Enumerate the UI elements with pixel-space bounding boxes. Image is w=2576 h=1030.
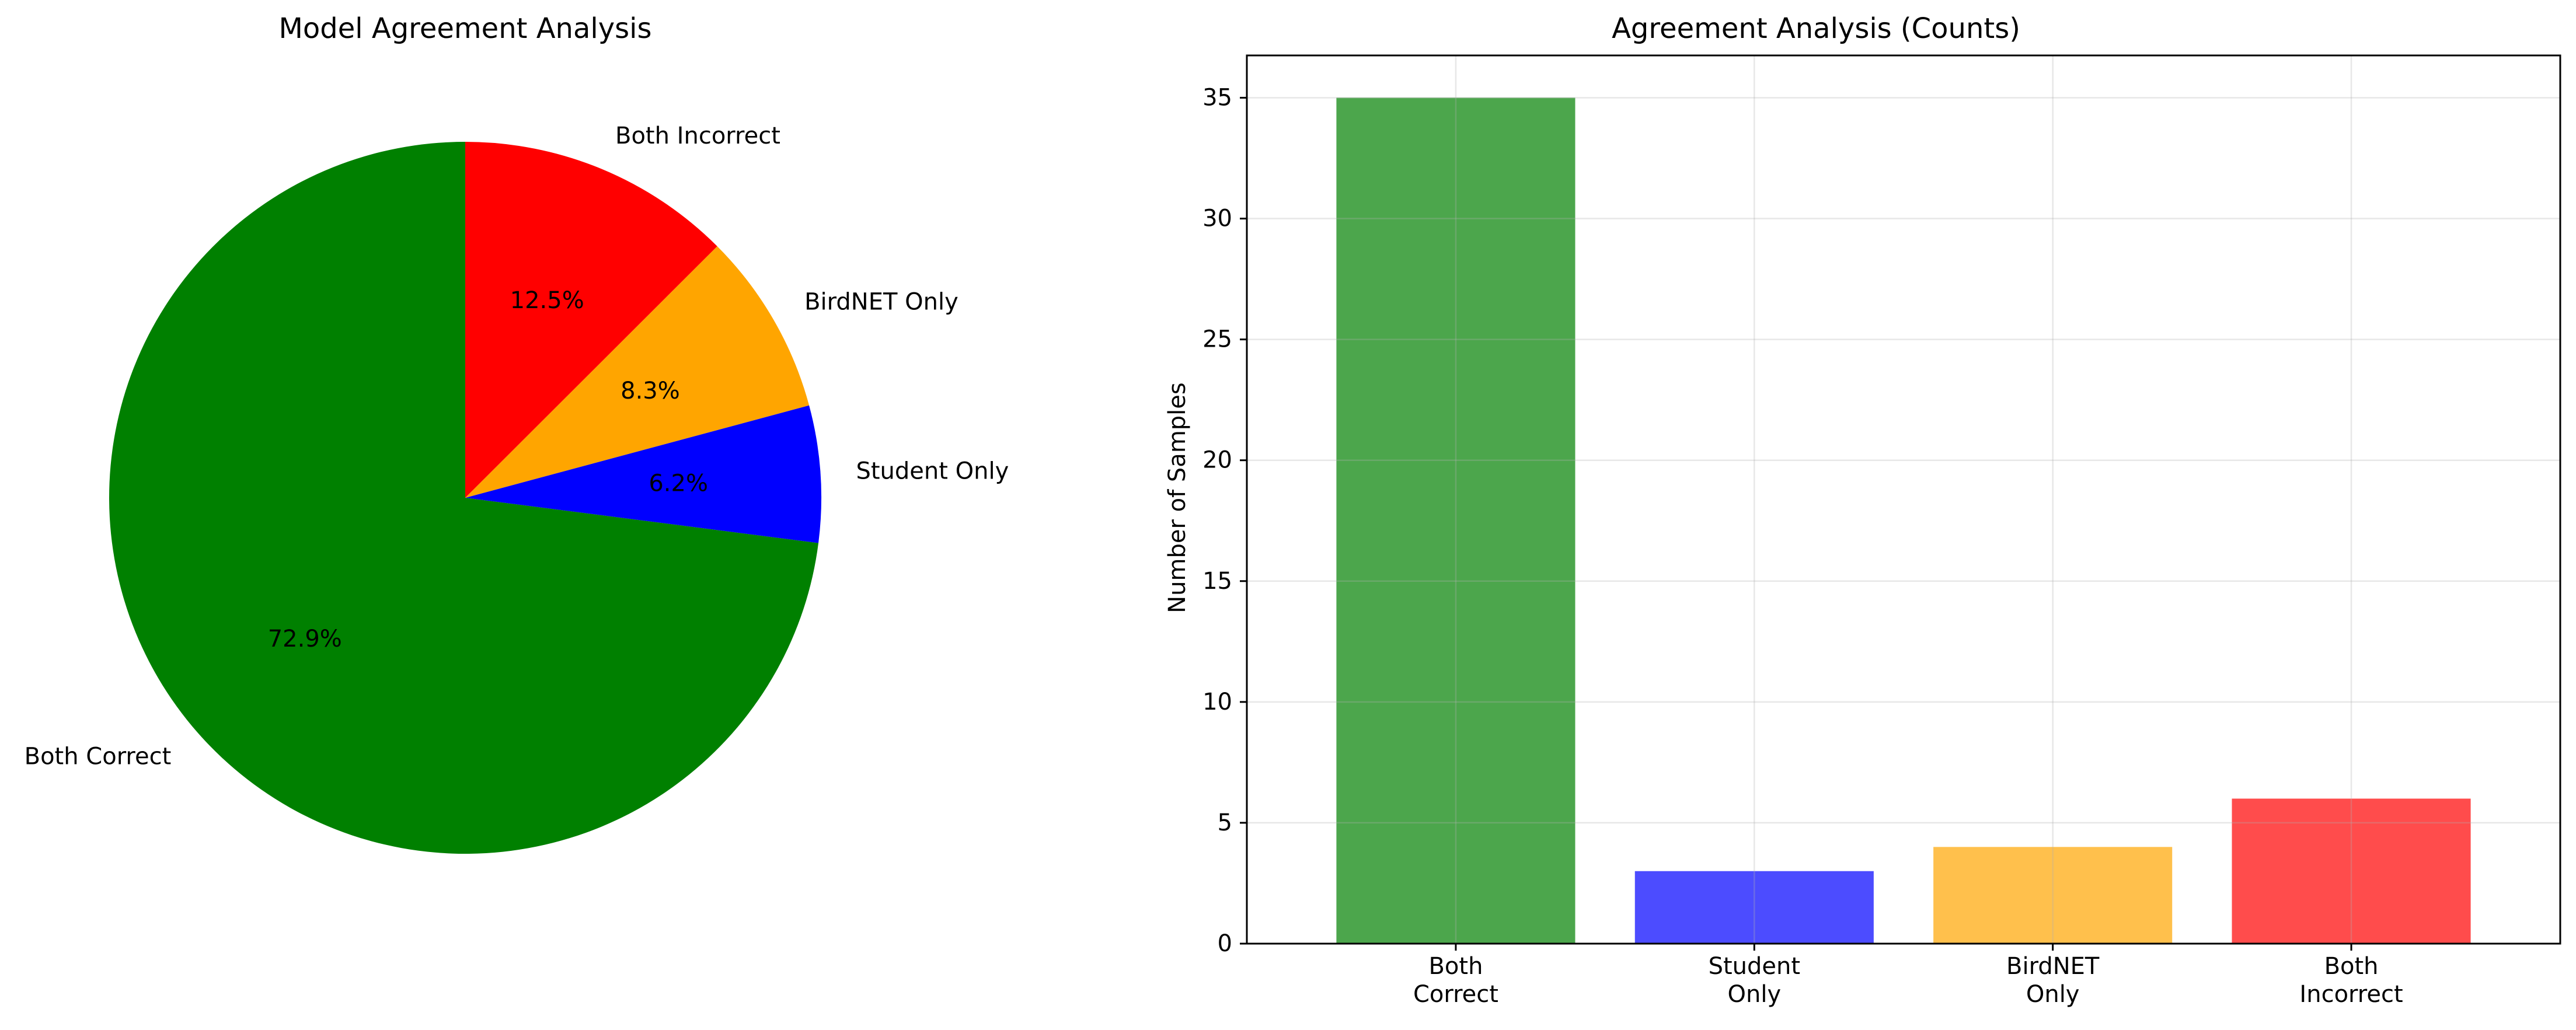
pie-label-both-correct: Both Correct xyxy=(25,743,172,770)
pie-percent-both-correct: 72.9% xyxy=(268,626,342,652)
bar-both-correct xyxy=(1336,97,1575,944)
bar-student-only xyxy=(1634,871,1874,944)
pie-labels: Both Correct 72.9% Student Only 6.2% BirdNET… xyxy=(25,123,1009,770)
bar-chart-bars xyxy=(1336,97,2471,944)
pie-slice-birdnet-only xyxy=(465,246,810,498)
y-tick-label-15: 15 xyxy=(1202,568,1232,595)
pie-percent-student-only: 6.2% xyxy=(649,470,708,497)
pie-percent-birdnet-only: 8.3% xyxy=(621,378,680,404)
x-tick-label-both-correct: Both Correct xyxy=(1413,953,1498,1008)
pie-percent-both-incorrect: 12.5% xyxy=(510,287,584,314)
bar-chart-x-ticks: Both Correct Student Only BirdNET Only Both Inc… xyxy=(1413,944,2403,1008)
y-tick-label-0: 0 xyxy=(1218,930,1232,957)
pie-slice-both-correct xyxy=(109,142,819,854)
x-tick-label-birdnet-only: BirdNET Only xyxy=(2006,953,2100,1008)
pie-chart-title: Model Agreement Analysis xyxy=(279,12,652,45)
bar-chart-axes xyxy=(1246,54,2561,945)
pie-slice-student-only xyxy=(465,405,821,543)
y-tick-label-30: 30 xyxy=(1202,205,1232,232)
bar-chart-y-axis-label: Number of Samples xyxy=(1164,382,1191,613)
x-tick-label-both-incorrect: Both Incorrect xyxy=(2299,953,2403,1008)
pie-slices xyxy=(109,142,821,854)
y-tick-label-35: 35 xyxy=(1202,84,1232,111)
x-tick-label-student-only: Student Only xyxy=(1709,953,1800,1008)
y-tick-label-10: 10 xyxy=(1202,689,1232,715)
pie-label-both-incorrect: Both Incorrect xyxy=(615,123,780,149)
y-tick-label-5: 5 xyxy=(1218,809,1232,836)
bar-birdnet-only xyxy=(1933,847,2173,944)
bar-chart-title: Agreement Analysis (Counts) xyxy=(1612,12,2020,45)
bar-chart: Agreement Analysis (Counts) 0 5 10 15 20 25 30… xyxy=(1164,12,2561,1008)
pie-label-birdnet-only: BirdNET Only xyxy=(804,289,958,316)
pie-label-student-only: Student Only xyxy=(856,458,1009,485)
y-tick-label-25: 25 xyxy=(1202,326,1232,353)
pie-slice-both-incorrect xyxy=(465,142,717,498)
pie-chart: Model Agreement Analysis Both Correct 72.… xyxy=(25,12,1009,854)
bar-chart-y-ticks: 0 5 10 15 20 25 30 35 xyxy=(1202,84,1247,957)
bar-both-incorrect xyxy=(2232,798,2471,944)
bar-chart-frame xyxy=(1246,54,2561,945)
y-tick-label-20: 20 xyxy=(1202,447,1232,474)
